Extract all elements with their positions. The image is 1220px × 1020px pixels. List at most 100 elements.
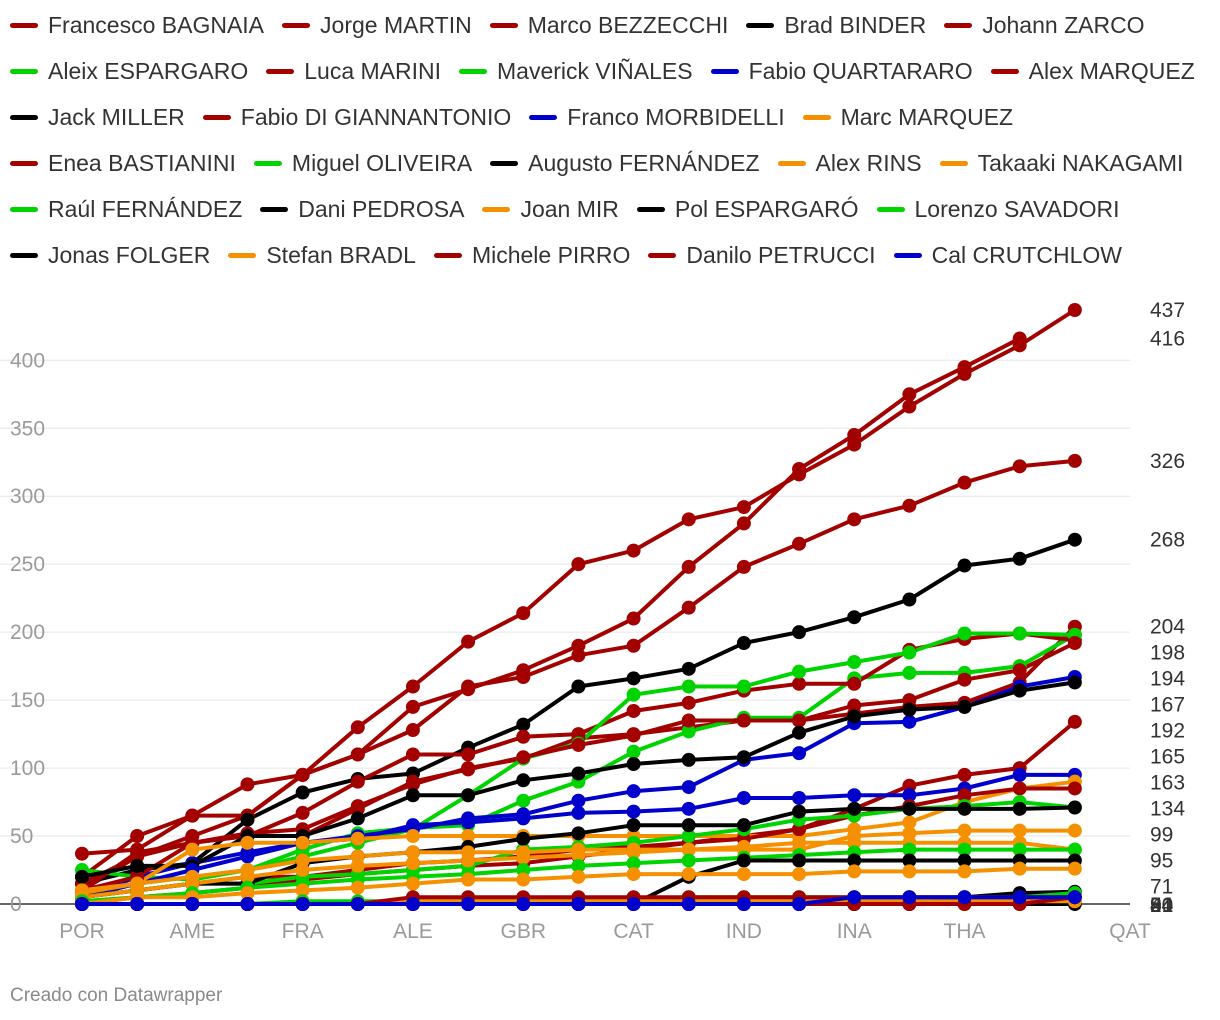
legend-swatch (253, 161, 282, 166)
data-point (405, 679, 420, 694)
legend-label: Jorge MARTIN (320, 12, 472, 38)
end-value-label: 8 (1150, 894, 1162, 917)
end-value-label: 194 (1150, 668, 1185, 691)
data-point (792, 625, 807, 640)
legend-label: Luca MARINI (304, 58, 442, 84)
data-point (626, 728, 641, 743)
legend-label: Joan MIR (520, 196, 619, 222)
legend-label: Pol ESPARGARÓ (674, 196, 859, 222)
end-labels: 4374163262682041981941671921651631349995… (1150, 299, 1185, 917)
x-axis-ticks: POR AME FRA ALE GBR CAT IND INA THA QAT (59, 920, 1151, 943)
data-point (847, 655, 862, 670)
data-point (736, 867, 751, 882)
legend-label: Lorenzo SAVADORI (914, 196, 1120, 222)
data-point (681, 713, 696, 728)
data-point (902, 387, 917, 402)
data-point (1012, 801, 1027, 816)
x-tick-label: CAT (613, 920, 654, 943)
data-point (681, 853, 696, 868)
legend-swatch (490, 161, 519, 166)
legend-label: Cal CRUTCHLOW (931, 242, 1122, 268)
x-tick-label: POR (59, 920, 105, 943)
legend-swatch (777, 161, 806, 166)
x-tick-label: ALE (393, 920, 433, 943)
data-point (792, 804, 807, 819)
data-point (1067, 823, 1082, 838)
data-point (626, 804, 641, 819)
end-value-label: 95 (1150, 850, 1173, 873)
data-point (461, 679, 476, 694)
data-point (902, 853, 917, 868)
x-tick-label: FRA (282, 920, 324, 943)
legend-label: Aleix ESPARGARO (48, 58, 249, 84)
data-point (75, 897, 89, 911)
data-point (681, 695, 696, 710)
data-point (461, 897, 476, 911)
end-value-label: 54 (1150, 894, 1174, 917)
legend-item: Fabio QUARTARARO (710, 58, 973, 85)
legend-label: Francesco BAGNAIA (48, 12, 265, 38)
data-point (461, 747, 476, 762)
legend-swatch (876, 207, 905, 212)
data-point (240, 897, 255, 911)
data-point (240, 812, 255, 827)
legend-label: Stefan BRADL (266, 242, 416, 268)
data-point (1012, 890, 1027, 905)
legend-label: Fabio QUARTARARO (748, 58, 973, 84)
data-point (736, 790, 751, 805)
data-point (1067, 714, 1082, 729)
data-point (681, 679, 696, 694)
end-value-label: 5 (1150, 894, 1162, 917)
legend-label: Marc MARQUEZ (840, 104, 1014, 130)
y-tick-label: 50 (10, 825, 33, 848)
data-point (1012, 459, 1027, 474)
data-point (1067, 453, 1082, 468)
data-point (847, 864, 862, 879)
legend-item: Stefan BRADL (228, 242, 416, 269)
data-point (240, 869, 255, 884)
legend-item: Danilo PETRUCCI (648, 242, 876, 269)
data-point (847, 709, 862, 724)
legend-item: Miguel OLIVEIRA (253, 150, 472, 177)
data-point (1067, 890, 1082, 905)
data-point (1012, 842, 1027, 857)
legend-item: Alex RINS (777, 150, 922, 177)
legend-swatch (746, 23, 775, 28)
data-point (681, 801, 696, 816)
legend-item: Takaaki NAKAGAMI (939, 150, 1183, 177)
legend-swatch (944, 23, 973, 28)
data-point (1012, 861, 1027, 876)
end-value-label: 81 (1150, 894, 1173, 917)
legend-item: Brad BINDER (746, 12, 926, 39)
y-tick-label: 300 (10, 485, 45, 508)
legend-label: Dani PEDROSA (298, 196, 465, 222)
data-point (847, 890, 862, 905)
data-point (957, 890, 972, 905)
data-point (736, 516, 751, 531)
data-point (847, 610, 862, 625)
data-point (957, 699, 972, 714)
end-value-label: 71 (1150, 876, 1173, 899)
footer-credit: Creado con Datawrapper (10, 985, 223, 1006)
data-point (792, 725, 807, 740)
y-tick-label: 150 (10, 689, 45, 712)
data-point (1012, 767, 1027, 782)
data-point (405, 699, 420, 714)
data-point (295, 897, 310, 911)
legend-item: Michele PIRRO (433, 242, 630, 269)
data-point (902, 665, 917, 680)
y-tick-label: 250 (10, 553, 45, 576)
legend-swatch (10, 23, 38, 28)
data-point (130, 845, 145, 860)
legend-swatch (529, 115, 558, 120)
data-point (792, 790, 807, 805)
data-point (626, 703, 641, 718)
data-point (626, 818, 641, 833)
legend-swatch (202, 115, 231, 120)
data-point (736, 636, 751, 651)
data-point (626, 897, 641, 911)
data-point (792, 467, 807, 482)
data-point (902, 714, 917, 729)
data-point (736, 839, 751, 854)
data-point (681, 661, 696, 676)
